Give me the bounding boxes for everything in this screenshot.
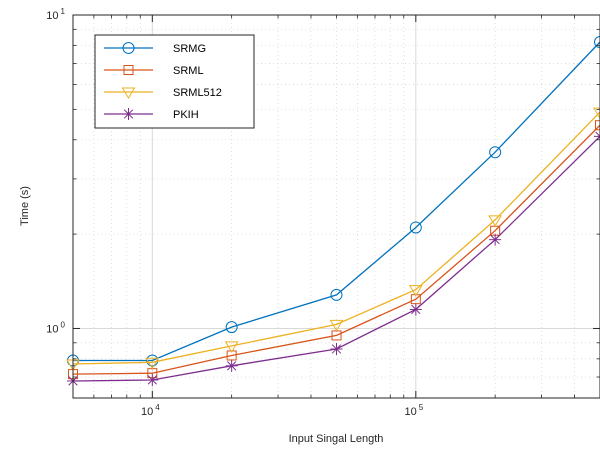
data-point-pkih: [594, 130, 600, 143]
y-tick-label: 10 1: [46, 7, 65, 22]
series-layer: [66, 36, 600, 387]
x-axis-label: Input Singal Length: [289, 433, 384, 445]
legend-label-srmg: SRMG: [173, 43, 206, 55]
data-point-srml512: [488, 215, 503, 227]
x-tick-label-exp: 4: [155, 403, 160, 412]
series-pkih: [67, 130, 600, 387]
data-point-srml512: [224, 341, 239, 353]
data-point-srml512: [408, 285, 423, 297]
legend-item-srml512: SRML512: [104, 87, 222, 99]
data-point-pkih: [489, 233, 502, 246]
y-tick-label-base: 10: [46, 10, 58, 22]
data-point-pkih: [225, 359, 238, 372]
x-tick-label-exp: 5: [419, 403, 424, 412]
data-point-srml512: [145, 357, 160, 370]
y-tick-label-base: 10: [46, 323, 58, 335]
data-point-srml512: [329, 319, 344, 332]
data-point-pkih: [330, 342, 343, 355]
series-line-srml512: [72, 111, 600, 365]
data-point-srml: [595, 120, 600, 131]
legend-label-srml: SRML: [173, 65, 204, 77]
x-tick-label-base: 10: [141, 406, 153, 418]
data-point-srmg: [409, 221, 422, 234]
data-point-srmg: [330, 288, 343, 301]
x-tick-marks: [72, 15, 600, 398]
legend-marker-srml512: [121, 87, 136, 99]
legend-item-srml: SRML: [104, 65, 204, 77]
y-tick-marks: [73, 14, 600, 399]
series-line-srmg: [73, 41, 600, 362]
data-point-srmg: [225, 321, 238, 334]
data-point-srmg: [594, 36, 600, 49]
y-axis-label: Time (s): [19, 186, 31, 226]
y-tick-label: 10 0: [46, 320, 65, 335]
x-tick-labels: 10 4 10 5: [141, 403, 424, 418]
y-tick-label-exp: 1: [61, 7, 66, 16]
data-point-srmg: [489, 146, 502, 159]
data-point-pkih: [146, 373, 159, 386]
x-tick-label: 10 4: [141, 403, 160, 418]
series-srmg: [67, 36, 600, 367]
legend-marker-srml: [123, 65, 134, 75]
data-point-srml512: [593, 107, 600, 120]
data-point-pkih: [409, 303, 422, 316]
legend-label-pkih: PKIH: [173, 109, 199, 121]
legend-box: [94, 34, 255, 129]
x-tick-label: 10 5: [404, 403, 423, 418]
y-tick-label-exp: 0: [61, 320, 66, 329]
legend-marker-srmg: [122, 42, 135, 54]
legend-marker-pkih: [122, 108, 135, 120]
series-srml512: [66, 107, 600, 372]
x-tick-label-base: 10: [404, 406, 416, 418]
legend-label-srml512: SRML512: [173, 87, 222, 99]
legend-item-pkih: PKIH: [104, 108, 199, 121]
legend-item-srmg: SRMG: [104, 42, 206, 55]
series-line-srml: [72, 124, 600, 375]
legend: SRMG SRML SRML512 PKIH: [94, 34, 255, 129]
